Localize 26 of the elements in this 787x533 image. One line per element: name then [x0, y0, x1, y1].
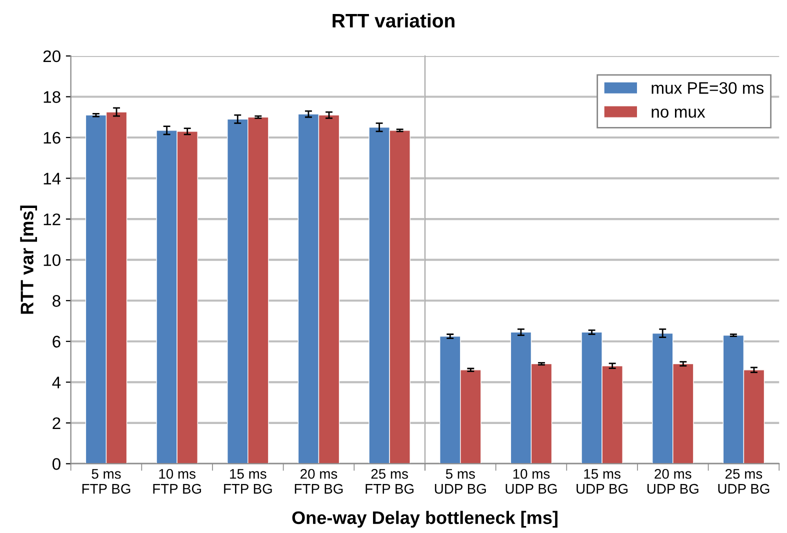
- x-tick-label: 5 ms FTP BG: [82, 469, 130, 494]
- y-tick-label: 18: [44, 91, 60, 103]
- y-tick-label: 0: [52, 458, 60, 470]
- x-tick-label: 25 ms UDP BG: [718, 468, 770, 494]
- x-tick-label: 25 ms FTP BG: [366, 468, 414, 494]
- y-tick-label: 2: [52, 417, 60, 429]
- y-tick-label: 14: [44, 172, 61, 184]
- legend-label: mux PE=30 ms: [652, 82, 764, 94]
- x-axis-title: One-way Delay bottleneck [ms]: [292, 510, 558, 528]
- x-tick-label: 20 ms FTP BG: [294, 468, 343, 494]
- y-tick-label: 12: [44, 213, 60, 226]
- y-tick-label: 8: [52, 295, 60, 307]
- y-tick-label: 20: [43, 50, 60, 62]
- x-tick-label: 10 ms FTP BG: [153, 468, 201, 494]
- x-tick-label: 15 ms FTP BG: [224, 469, 272, 494]
- y-tick-label: 16: [44, 132, 60, 144]
- y-axis-title: RTT var [ms]: [20, 206, 38, 314]
- y-tick-label: 10: [44, 254, 60, 266]
- x-tick-label: 20 ms UDP BG: [647, 468, 698, 494]
- legend-label: no mux: [652, 108, 706, 118]
- x-tick-label: 5 ms UDP BG: [434, 469, 486, 494]
- x-tick-label: 10 ms UDP BG: [506, 468, 557, 494]
- y-tick-label: 6: [52, 336, 60, 348]
- y-tick-label: 4: [52, 376, 61, 388]
- chart-title: RTT variation: [332, 13, 454, 28]
- x-tick-label: 15 ms UDP BG: [576, 469, 628, 494]
